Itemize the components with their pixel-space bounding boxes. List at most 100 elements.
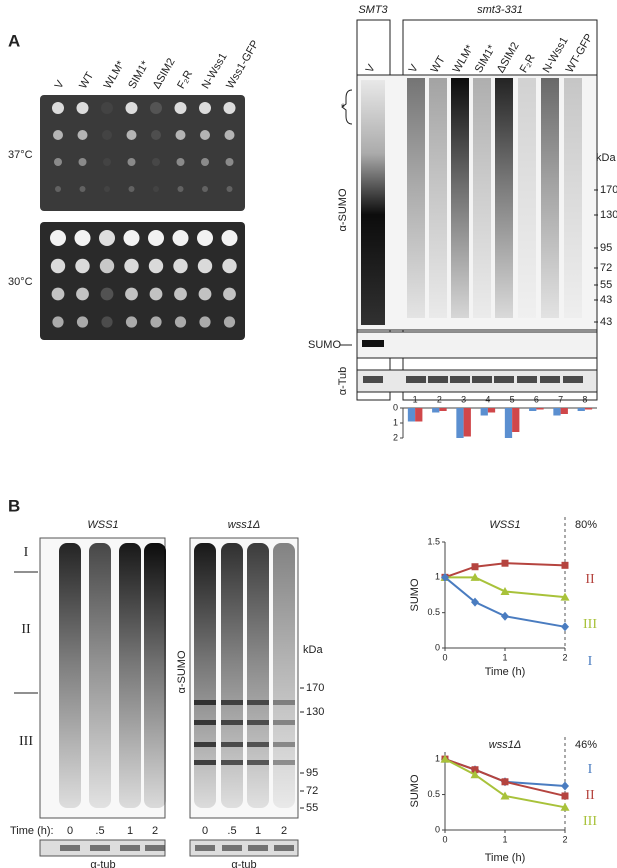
annotation: 46% <box>575 739 597 751</box>
colony <box>101 316 113 328</box>
colony <box>199 102 211 114</box>
marker <box>501 611 509 621</box>
loading-label: α-tub <box>231 859 256 868</box>
colony <box>150 102 162 114</box>
colony <box>149 287 163 301</box>
band <box>221 720 243 725</box>
kda-label: 170 <box>600 184 617 196</box>
colony <box>127 158 136 166</box>
bar <box>480 408 488 416</box>
lane <box>407 78 425 318</box>
colony <box>221 230 238 246</box>
band <box>273 742 295 747</box>
group-label: SMT3 <box>358 4 388 16</box>
marker <box>471 597 479 607</box>
colony <box>126 130 137 140</box>
lane <box>361 80 385 325</box>
gel <box>189 839 299 857</box>
colony <box>102 130 112 140</box>
annotation: 80% <box>575 519 597 531</box>
colony <box>150 316 162 328</box>
y-axis-label: SUMO <box>409 774 421 807</box>
band <box>247 720 269 725</box>
band <box>563 376 583 383</box>
time-tick: 2 <box>152 825 158 837</box>
bar <box>456 408 464 438</box>
series-line <box>444 562 566 579</box>
time-tick: .5 <box>227 825 236 837</box>
lane-label: V <box>407 62 421 75</box>
lane-label: WT <box>429 54 448 75</box>
panel-label: A <box>8 31 20 50</box>
lane <box>194 543 216 808</box>
x-tick-label: 1 <box>502 652 507 662</box>
bar <box>577 408 585 411</box>
x-tick-label: 6 <box>534 394 539 404</box>
x-tick-label: 7 <box>558 394 563 404</box>
blot-label: SUMO <box>308 339 341 351</box>
colony <box>148 230 164 246</box>
lane <box>273 543 295 808</box>
time-tick: 0 <box>202 825 208 837</box>
band <box>428 376 448 383</box>
column-label: WT <box>77 70 96 91</box>
colony <box>75 258 90 274</box>
band <box>221 700 243 705</box>
band <box>221 760 243 765</box>
colony <box>223 316 236 328</box>
marker <box>561 792 569 800</box>
band <box>540 376 560 383</box>
colony <box>177 186 184 192</box>
y-tick-label: 1.5 <box>427 536 440 546</box>
x-tick-label: 8 <box>582 394 587 404</box>
lane <box>541 78 559 318</box>
colony <box>74 230 91 246</box>
colony <box>125 316 138 328</box>
bar <box>439 408 447 411</box>
colony <box>175 130 186 140</box>
band <box>120 845 140 851</box>
colony <box>174 102 187 114</box>
marker <box>561 622 569 632</box>
colony <box>225 158 234 166</box>
legend-entry: I <box>588 762 593 777</box>
y-tick-label: 1 <box>393 417 398 427</box>
colony <box>123 230 140 246</box>
colony <box>55 186 61 192</box>
kda-label: 170 <box>306 682 324 694</box>
band <box>450 376 470 383</box>
kda-unit: kDa <box>596 152 616 164</box>
colony <box>54 158 62 166</box>
colony <box>153 186 159 192</box>
lane-label: F₂R <box>518 53 538 75</box>
colony <box>50 258 66 274</box>
bar <box>487 408 496 413</box>
legend-entry: III <box>583 617 597 632</box>
antibody-label: α-SUMO <box>176 650 188 693</box>
colony <box>52 316 64 328</box>
band <box>222 845 242 851</box>
kda-label: 95 <box>306 767 318 779</box>
column-label: ΔSIM2 <box>151 56 178 91</box>
band <box>363 376 383 383</box>
band <box>194 760 216 765</box>
y-tick-label: 0 <box>393 402 398 412</box>
lane <box>495 78 513 318</box>
x-axis-label: Time (h) <box>485 666 526 678</box>
colony <box>223 287 236 301</box>
colony <box>52 102 64 114</box>
band <box>274 845 294 851</box>
band <box>247 760 269 765</box>
lane-label: WLM* <box>451 42 477 75</box>
colony <box>151 130 161 140</box>
kda-unit: kDa <box>303 644 323 656</box>
colony <box>76 287 89 301</box>
blot-label: α-Tub <box>337 367 349 396</box>
colony <box>50 230 66 246</box>
bar <box>504 408 513 438</box>
band <box>406 376 426 383</box>
series-line <box>444 758 566 809</box>
colony <box>128 186 135 192</box>
bar <box>432 408 440 413</box>
colony <box>172 230 189 246</box>
